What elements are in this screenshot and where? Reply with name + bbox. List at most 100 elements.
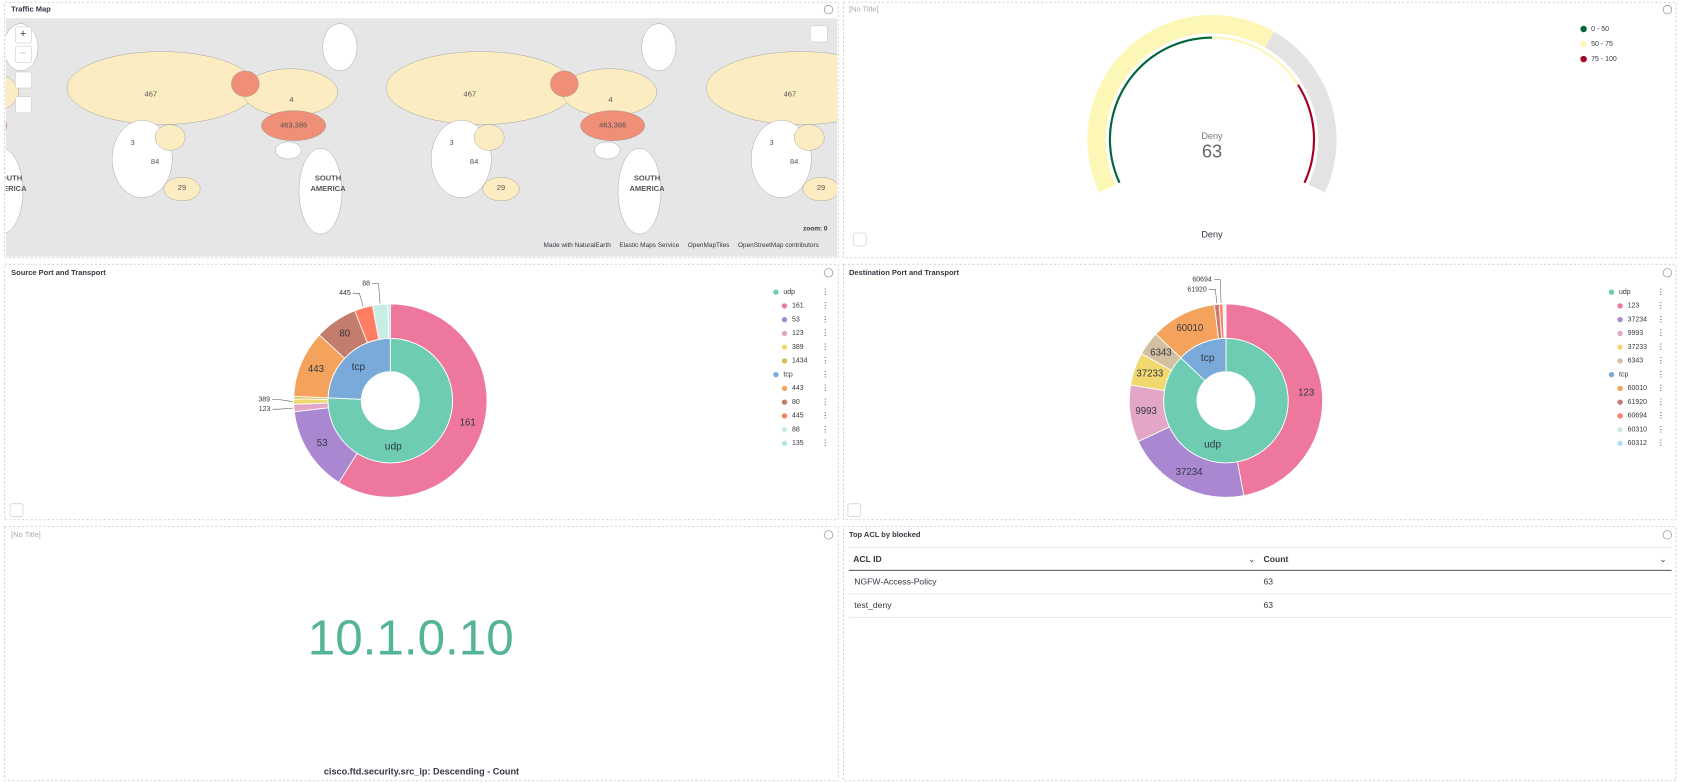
inner-label: udp <box>385 441 402 452</box>
legend-label: 80 <box>792 399 800 406</box>
panel-options[interactable] <box>823 268 834 278</box>
panel-options[interactable] <box>1662 5 1673 15</box>
land <box>322 23 358 72</box>
zoom-out[interactable] <box>15 45 32 63</box>
legend-swatch <box>1617 413 1623 419</box>
region-label: 467 <box>145 90 158 99</box>
continent-label: AMERICA <box>0 184 27 193</box>
map-attribution: Made with NaturalEarth Elastic Maps Servi… <box>544 242 819 249</box>
slice-label: 60694 <box>1192 277 1212 284</box>
land <box>802 177 838 202</box>
panel-options[interactable] <box>1662 530 1673 540</box>
pie-hole <box>361 371 420 430</box>
attribution-link: Made with NaturalEarth <box>544 242 612 249</box>
zoom-in-icon: + <box>20 28 26 40</box>
slice-label: 80 <box>339 329 350 340</box>
panel-options[interactable] <box>1662 268 1673 278</box>
region-label: 467 <box>464 90 477 99</box>
slice-label: 389 <box>258 396 270 403</box>
locate[interactable] <box>15 71 32 89</box>
legend-swatch <box>1580 25 1587 33</box>
leader-line <box>272 407 293 410</box>
panel-options[interactable] <box>823 5 834 15</box>
sort-icon[interactable]: ⌄ <box>1659 554 1666 564</box>
panel-title: [No Title] <box>849 5 879 14</box>
inner-label: udp <box>1204 440 1221 451</box>
gauge-range <box>1108 36 1212 184</box>
legend-label: 50 - 75 <box>1591 41 1613 48</box>
land <box>66 51 257 125</box>
region-label: 29 <box>817 183 825 192</box>
legend-menu: ⋮ <box>1657 396 1666 406</box>
legend-menu: ⋮ <box>1657 383 1666 393</box>
legend-menu: ⋮ <box>821 369 830 379</box>
region-label: 4 <box>608 95 612 104</box>
land <box>580 110 646 141</box>
gauge-footer: Deny <box>1201 230 1223 240</box>
land <box>5 148 24 234</box>
zoom-in[interactable] <box>15 26 32 44</box>
legend-toggle[interactable] <box>9 503 24 517</box>
legend-menu: ⋮ <box>1657 328 1666 338</box>
leader-line <box>1208 289 1218 304</box>
legend-menu: ⋮ <box>821 314 830 324</box>
panel-options[interactable] <box>823 530 834 540</box>
legend-menu: ⋮ <box>1657 355 1666 365</box>
land <box>242 68 338 117</box>
panel-title: Top ACL by blocked <box>849 530 921 539</box>
region-label: 84 <box>790 157 798 166</box>
legend-menu: ⋮ <box>1657 424 1666 434</box>
gauge-track <box>1264 31 1337 193</box>
legend-swatch <box>1617 303 1623 309</box>
slice-label: 443 <box>308 364 324 375</box>
table-cell: 63 <box>1264 576 1274 586</box>
legend-label: 37234 <box>1628 316 1648 323</box>
sort-icon[interactable]: ⌄ <box>1248 554 1255 564</box>
layer-control[interactable] <box>809 25 828 43</box>
legend-menu: ⋮ <box>821 383 830 393</box>
land <box>482 177 520 202</box>
legend-swatch <box>781 358 788 364</box>
legend-label: 135 <box>792 440 804 447</box>
legend-swatch <box>1617 440 1623 447</box>
legend-label: 389 <box>792 344 804 351</box>
region-label: 84 <box>151 157 159 166</box>
leader-line <box>1213 279 1222 304</box>
inner-label: tcp <box>352 362 366 373</box>
land <box>231 70 260 97</box>
panel-title: Destination Port and Transport <box>849 268 960 277</box>
legend-label: udp <box>1619 289 1631 296</box>
fullscreen[interactable] <box>15 96 32 114</box>
legend-swatch <box>1608 371 1615 378</box>
legend-label: 9993 <box>1628 330 1644 337</box>
metric-label: cisco.ftd.security.src_ip: Descending - … <box>324 767 519 777</box>
panel <box>4 525 839 782</box>
legend-label: 0 - 50 <box>1591 26 1609 33</box>
legend-menu: ⋮ <box>821 438 830 448</box>
slice-label: 445 <box>339 290 351 297</box>
legend-swatch <box>1617 385 1623 392</box>
continent-label: AMERICA <box>630 184 666 193</box>
region-label: 3 <box>770 138 774 147</box>
legend-toggle[interactable] <box>847 503 862 517</box>
legend-swatch <box>781 426 788 433</box>
region-label: 84 <box>470 157 478 166</box>
inner-label: tcp <box>1201 353 1215 364</box>
legend-label: 61920 <box>1628 399 1648 406</box>
land <box>793 124 825 151</box>
land <box>163 177 201 202</box>
legend-toggle[interactable] <box>852 232 867 247</box>
legend-menu: ⋮ <box>1657 410 1666 420</box>
legend-swatch <box>1617 399 1623 405</box>
legend-menu: ⋮ <box>1657 438 1666 448</box>
legend-label: 60310 <box>1628 426 1648 433</box>
leader-line <box>372 283 381 304</box>
legend-label: 161 <box>792 303 804 310</box>
legend-swatch <box>781 440 788 447</box>
outer-slice <box>387 303 391 339</box>
land <box>275 141 302 160</box>
legend-label: udp <box>783 289 795 296</box>
legend-menu: ⋮ <box>1657 300 1666 310</box>
zoom-out-icon: − <box>20 48 26 60</box>
legend-swatch <box>781 413 788 419</box>
